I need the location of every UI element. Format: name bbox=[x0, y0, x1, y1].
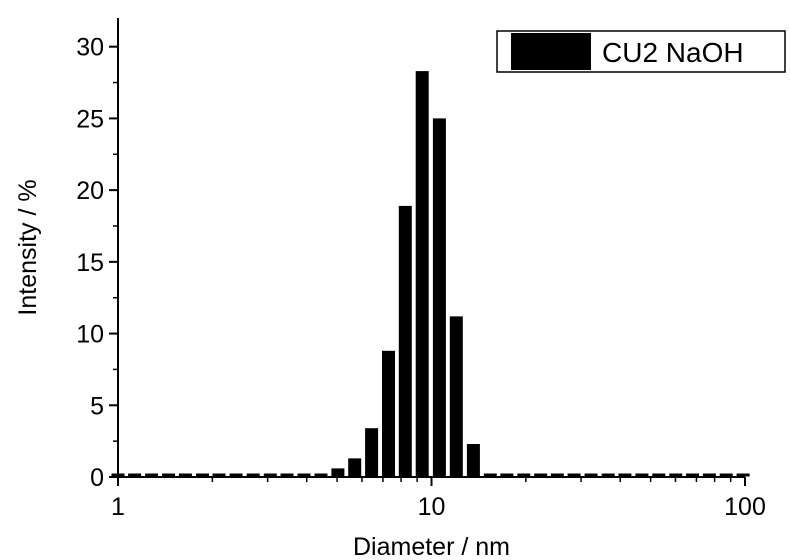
bars-layer bbox=[331, 71, 480, 478]
y-tick-label: 5 bbox=[90, 392, 104, 420]
x-tick-label: 100 bbox=[724, 493, 766, 521]
legend-swatch bbox=[511, 33, 591, 70]
y-tick-label: 15 bbox=[76, 249, 104, 277]
axes-layer bbox=[117, 18, 745, 478]
bar bbox=[365, 428, 379, 477]
y-tick-label: 25 bbox=[76, 105, 104, 133]
bar bbox=[415, 71, 429, 477]
legend: CU2 NaOH bbox=[496, 30, 786, 73]
bar bbox=[432, 118, 446, 478]
x-tick-label: 10 bbox=[418, 493, 446, 521]
legend-label: CU2 NaOH bbox=[602, 37, 744, 68]
y-axis-title: Intensity / % bbox=[14, 179, 42, 315]
y-tick-label: 30 bbox=[76, 34, 104, 62]
bar bbox=[331, 468, 345, 477]
y-tick-label: 0 bbox=[90, 464, 104, 492]
bar bbox=[348, 458, 362, 477]
y-tick-label: 10 bbox=[76, 321, 104, 349]
bar bbox=[466, 444, 480, 477]
ticks-layer: 0 5 10 15 20 25 30 1 10 100 bbox=[76, 34, 766, 521]
x-tick-label: 1 bbox=[111, 493, 125, 521]
x-axis-title: Diameter / nm bbox=[353, 533, 510, 560]
y-tick-label: 20 bbox=[76, 177, 104, 205]
bar bbox=[398, 205, 412, 477]
bar bbox=[382, 350, 395, 477]
bar bbox=[449, 316, 463, 477]
